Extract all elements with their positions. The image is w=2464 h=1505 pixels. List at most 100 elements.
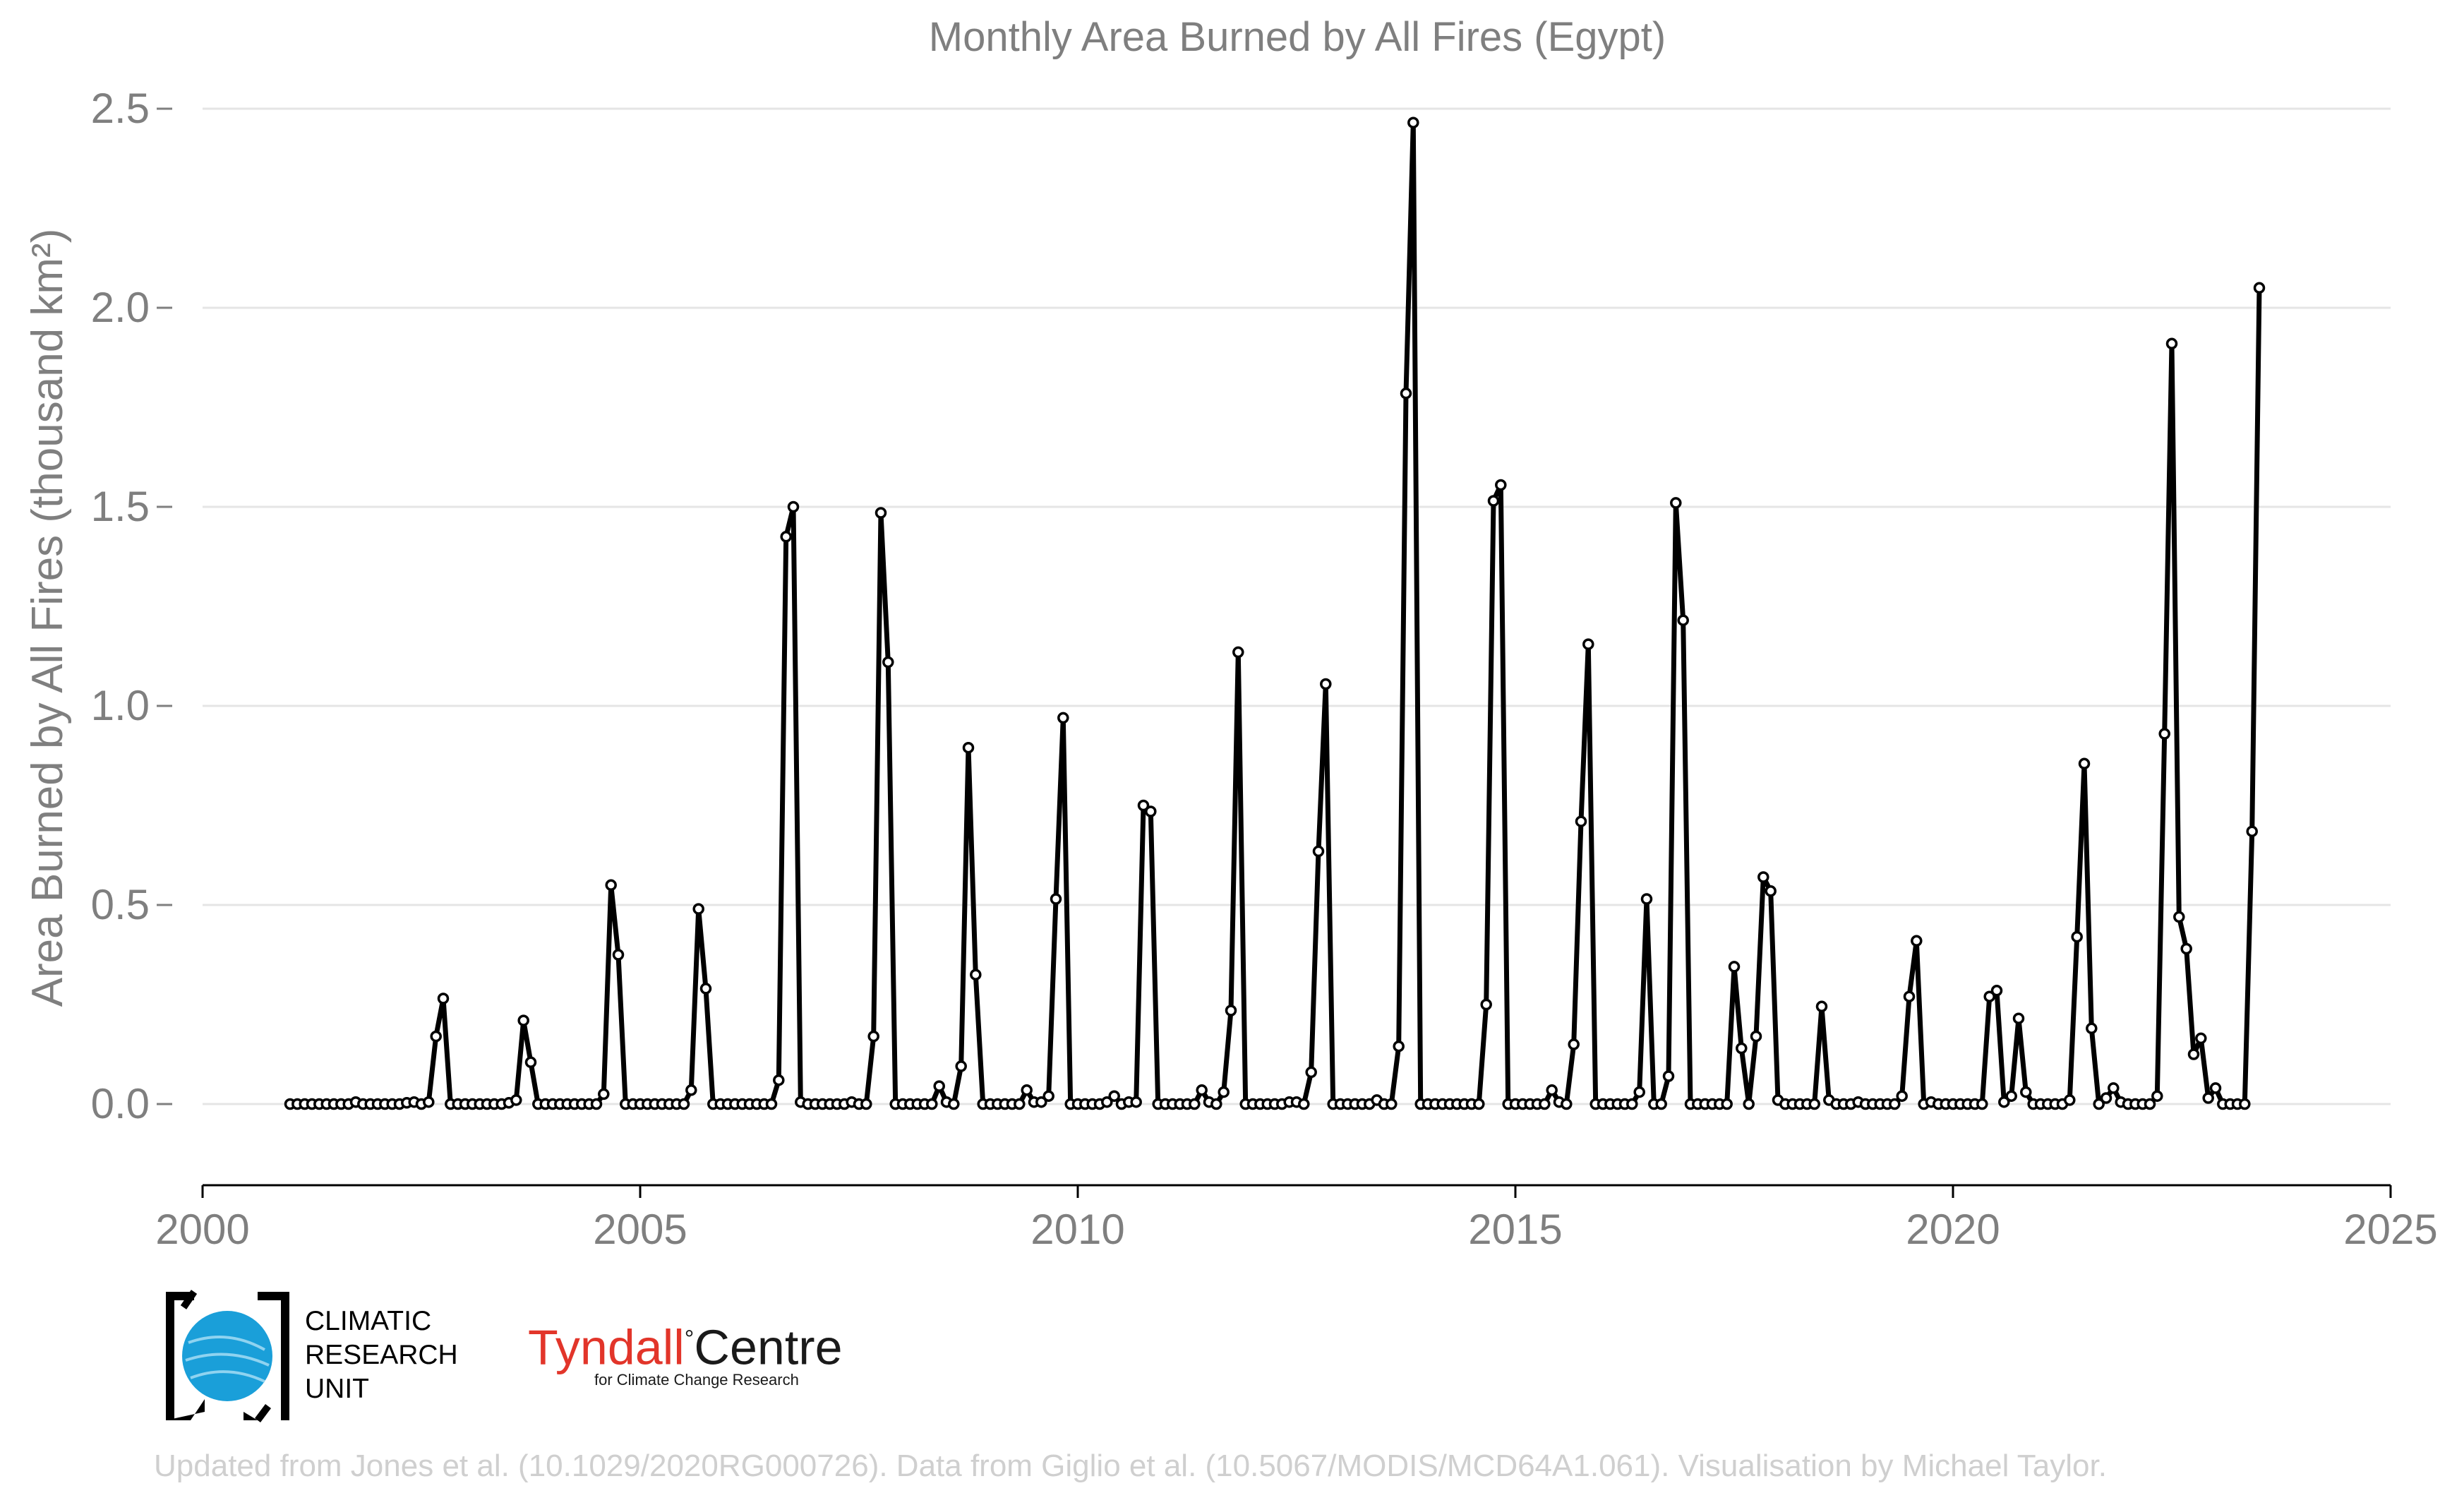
data-point [2020, 1086, 2032, 1098]
data-point [1582, 638, 1594, 650]
cru-logo-text: CLIMATIC RESEARCH UNIT [305, 1305, 458, 1406]
data-point [1575, 815, 1587, 827]
data-point [1298, 1098, 1310, 1110]
data-point [1561, 1098, 1573, 1110]
y-tick-label: 0.0 [91, 1080, 150, 1127]
data-point [1196, 1084, 1208, 1096]
x-tick-label: 2015 [1468, 1206, 1562, 1253]
data-point [2202, 1092, 2214, 1104]
data-point [2246, 825, 2258, 837]
data-point [1539, 1098, 1551, 1110]
data-point [1662, 1070, 1675, 1082]
data-point [1815, 1000, 1828, 1013]
data-point [962, 741, 975, 754]
data-point [1042, 1090, 1054, 1102]
data-point [875, 507, 887, 519]
data-point [765, 1098, 778, 1110]
data-point [1189, 1098, 1201, 1110]
data-point [1568, 1038, 1580, 1050]
data-point [590, 1098, 603, 1110]
x-tick-label: 2005 [593, 1206, 687, 1253]
data-point [2086, 1022, 2098, 1035]
data-point [1743, 1098, 1755, 1110]
data-point [1400, 388, 1412, 400]
data-point [524, 1056, 537, 1069]
data-point [510, 1094, 522, 1106]
data-point [1655, 1098, 1667, 1110]
cru-line-2: RESEARCH [305, 1340, 458, 1370]
data-point [1021, 1084, 1033, 1096]
data-point [423, 1096, 435, 1108]
data-point [787, 500, 800, 513]
data-point [948, 1098, 960, 1110]
data-point [2173, 911, 2185, 923]
data-point [1757, 871, 1769, 883]
data-point [517, 1014, 529, 1026]
data-point [1101, 1096, 1113, 1108]
credit-text: Updated from Jones et al. (10.1029/2020R… [154, 1449, 2107, 1483]
data-point [1320, 678, 1332, 690]
data-point [2093, 1098, 2105, 1110]
data-point [1546, 1084, 1558, 1096]
data-point [699, 983, 712, 995]
data-point [430, 1030, 442, 1043]
series-line [290, 120, 2262, 1107]
data-point [1721, 1098, 1733, 1110]
data-point [2144, 1098, 2156, 1110]
data-point [2180, 942, 2192, 955]
data-point [692, 903, 704, 915]
cru-logo-icon [166, 1290, 289, 1422]
tyndall-subtitle: for Climate Change Research [594, 1371, 799, 1389]
logos [152, 1286, 858, 1422]
y-tick-label: 1.0 [91, 682, 150, 729]
x-tick-label: 2025 [2343, 1206, 2437, 1253]
cru-line-1: CLIMATIC [305, 1306, 432, 1336]
y-axis-label: Area Burned by All Fires (thousand km²) [23, 229, 72, 1007]
data-point [605, 879, 617, 892]
data-point [1393, 1040, 1405, 1053]
data-point [860, 1098, 872, 1110]
data-point [2012, 1012, 2025, 1024]
data-point [437, 993, 450, 1005]
data-point [685, 1084, 697, 1096]
data-point [2187, 1048, 2200, 1060]
data-point [1911, 935, 1923, 947]
data-point [1108, 1090, 1120, 1102]
data-point [1035, 1096, 1047, 1108]
data-point [1983, 990, 1995, 1002]
data-point [1728, 961, 1741, 973]
data-point [1990, 985, 2003, 997]
data-point [1750, 1030, 1762, 1043]
y-tick-label: 0.5 [91, 881, 150, 928]
data-point [678, 1098, 690, 1110]
data-point [1998, 1096, 2010, 1108]
data-point [773, 1074, 785, 1086]
data-point [1014, 1098, 1026, 1110]
tyndall-degree: ° [684, 1326, 695, 1353]
data-point [1137, 799, 1150, 812]
data-point [1312, 845, 1325, 858]
data-point [1225, 1005, 1237, 1017]
data-point [2158, 728, 2170, 740]
data-point [1677, 614, 1689, 626]
data-point [1218, 1086, 1230, 1098]
data-point [2195, 1032, 2207, 1045]
data-point [1487, 495, 1500, 507]
data-point [1640, 893, 1653, 905]
data-point [1903, 990, 1916, 1002]
tyndall-logo: Tyndall°Centre [528, 1314, 843, 1372]
data-point [1480, 998, 1492, 1011]
data-point [926, 1098, 938, 1110]
data-point [1145, 805, 1157, 817]
data-point [1889, 1098, 1901, 1110]
data-point [1626, 1098, 1638, 1110]
data-point [2209, 1082, 2222, 1094]
x-tick-label: 2000 [155, 1206, 249, 1253]
data-point [2005, 1090, 2017, 1102]
data-point [2078, 757, 2091, 770]
y-axis-ticks: 0.0 0.5 1.0 1.5 2.0 2.5 [91, 85, 172, 1127]
data-point [1050, 893, 1062, 905]
data-point [1765, 885, 1777, 897]
chart-title: Monthly Area Burned by All Fires (Egypt) [929, 14, 1666, 60]
data-point [598, 1088, 610, 1101]
